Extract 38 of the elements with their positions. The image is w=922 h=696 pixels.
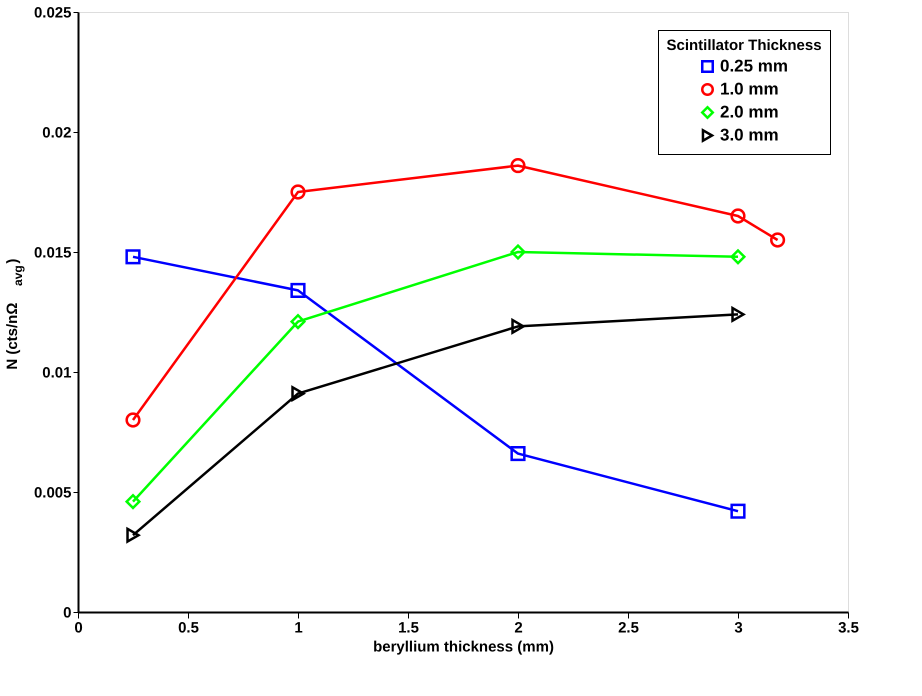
y-tick-label: 0.02 [42, 124, 72, 142]
y-tick-label: 0 [63, 604, 72, 622]
point [510, 244, 526, 260]
point [125, 412, 141, 428]
y-tick-label: 0.015 [34, 244, 72, 262]
x-tick-label: 2.5 [618, 620, 639, 636]
legend-label: 2.0 mm [720, 102, 779, 122]
x-tick-label: 1.5 [398, 620, 419, 636]
point [290, 282, 306, 298]
x-tick-label: 0 [74, 620, 83, 636]
legend-title: Scintillator Thickness [666, 37, 822, 54]
point [290, 184, 306, 200]
y-tick-label: 0.01 [42, 364, 72, 382]
point [730, 504, 746, 519]
y-tick-label: 0.025 [34, 4, 72, 22]
x-tick-label: 3.5 [838, 620, 859, 636]
point [511, 318, 525, 334]
x-axis-title: beryllium thickness (mm) [373, 638, 554, 656]
point [770, 232, 786, 248]
point [291, 386, 305, 402]
point [730, 208, 746, 224]
point [510, 158, 526, 174]
y-tick-label: 0.005 [34, 484, 72, 502]
y-axis-title: N (cts/nΩavg) [4, 258, 25, 370]
x-tick-label: 1 [294, 620, 303, 636]
x-tick-label: 2 [514, 620, 523, 636]
point [126, 528, 140, 543]
point [125, 249, 141, 264]
point [730, 249, 746, 264]
point [731, 306, 745, 322]
legend-label: 1.0 mm [720, 80, 779, 98]
point [125, 494, 141, 510]
point [290, 314, 306, 330]
x-tick-label: 0.5 [178, 620, 199, 636]
x-tick-label: 3 [734, 620, 743, 636]
point [510, 446, 526, 462]
legend-label: 3.0 mm [720, 126, 779, 144]
legend-label: 0.25 mm [720, 56, 788, 76]
